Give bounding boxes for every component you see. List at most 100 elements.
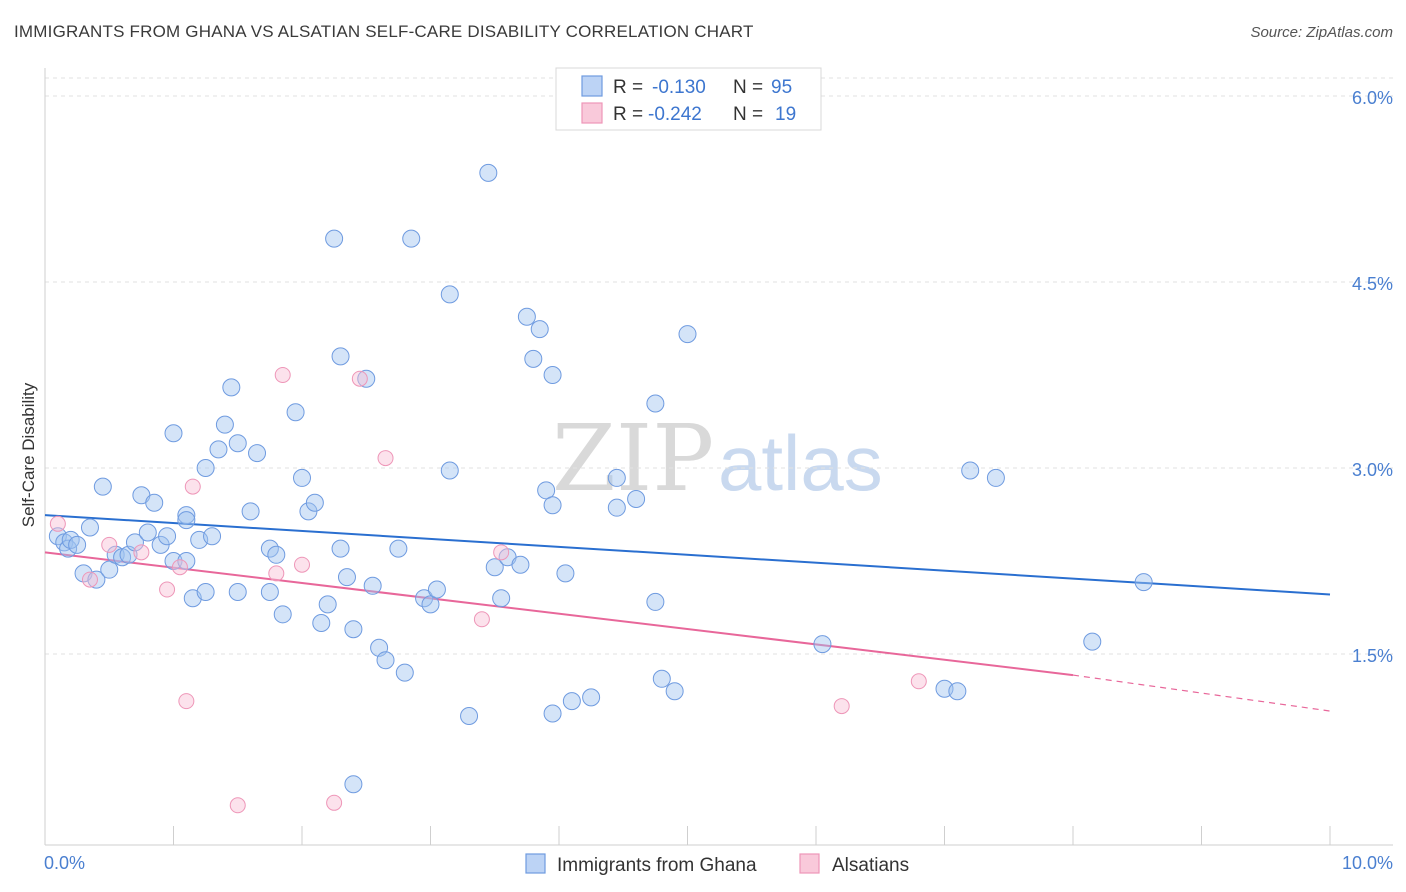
legend-r-label-2: R = <box>613 104 643 125</box>
data-point-ghana <box>318 595 337 614</box>
data-point-ghana <box>158 527 177 546</box>
legend-n-label-1: N = <box>733 77 763 98</box>
data-point-ghana <box>203 527 222 546</box>
data-point-ghana <box>363 576 382 595</box>
data-point-ghana <box>607 468 626 487</box>
data-point-ghana <box>125 533 144 552</box>
data-point-ghana <box>485 558 504 577</box>
legend-n-label-2: N = <box>733 104 763 125</box>
data-point-ghana <box>93 477 112 496</box>
data-point-ghana <box>460 707 479 725</box>
data-point-alsatians <box>351 370 368 387</box>
data-point-ghana <box>813 635 832 654</box>
data-point-ghana <box>389 539 408 558</box>
trendline-alsatians-dashed <box>1072 674 1331 712</box>
data-point-alsatians <box>268 565 285 582</box>
axes <box>44 68 1393 846</box>
data-point-ghana <box>665 682 684 701</box>
points-ghana <box>48 163 1153 794</box>
data-point-alsatians <box>377 450 394 467</box>
legend-bottom: Immigrants from Ghana Alsatians <box>525 853 909 876</box>
y-tick-label: 4.5% <box>1352 274 1393 294</box>
data-point-alsatians <box>159 581 176 598</box>
data-point-ghana <box>479 163 498 182</box>
data-point-ghana <box>543 366 562 384</box>
trendline-ghana <box>44 514 1331 596</box>
legend-swatch-ghana <box>581 75 603 97</box>
data-point-ghana <box>305 493 324 512</box>
data-point-ghana <box>177 511 196 530</box>
data-point-ghana <box>196 459 215 477</box>
data-point-alsatians <box>274 367 291 383</box>
data-point-alsatians <box>910 673 927 690</box>
points-alsatians <box>49 367 927 814</box>
data-point-ghana <box>986 468 1005 487</box>
watermark-atlas: atlas <box>718 419 883 507</box>
data-point-ghana <box>196 583 215 601</box>
data-point-ghana <box>337 568 356 587</box>
data-point-ghana <box>331 347 350 366</box>
data-point-ghana <box>215 415 234 434</box>
data-point-ghana <box>68 535 87 554</box>
data-point-ghana <box>402 229 421 248</box>
data-point-ghana <box>222 378 241 397</box>
bottom-legend-label-ghana: Immigrants from Ghana <box>557 855 757 876</box>
data-point-ghana <box>228 434 247 453</box>
legend-top: R = -0.130 N = 95 R = -0.242 N = 19 <box>555 67 822 131</box>
data-point-ghana <box>177 552 196 570</box>
data-point-ghana <box>421 595 440 614</box>
legend-r-value-2: -0.242 <box>648 104 702 125</box>
data-point-alsatians <box>326 794 343 811</box>
y-tick-label: 1.5% <box>1352 646 1393 666</box>
data-point-alsatians <box>473 611 490 628</box>
trendline-alsatians <box>44 551 1331 712</box>
legend-r-label-1: R = <box>613 77 643 98</box>
data-point-ghana <box>607 498 626 517</box>
data-point-ghana <box>678 325 697 344</box>
data-point-ghana <box>177 506 196 525</box>
data-point-ghana <box>948 682 967 701</box>
data-point-ghana <box>1134 573 1153 592</box>
grid-lines <box>45 77 1393 655</box>
bottom-legend-swatch-ghana <box>525 853 546 874</box>
y-axis-label: Self-Care Disability <box>19 382 38 527</box>
data-point-ghana <box>248 444 267 463</box>
data-point-ghana <box>530 320 549 339</box>
data-point-ghana <box>627 490 646 508</box>
legend-r-value-1: -0.130 <box>652 77 706 98</box>
legend-n-value-1: 95 <box>771 77 792 98</box>
data-point-ghana <box>138 523 157 542</box>
data-point-ghana <box>87 570 106 589</box>
data-point-ghana <box>228 583 247 601</box>
data-point-ghana <box>164 552 183 570</box>
source-credit: Source: ZipAtlas.com <box>1250 24 1393 41</box>
bottom-legend-swatch-alsatians <box>799 853 820 874</box>
data-point-ghana <box>344 620 363 639</box>
data-point-ghana <box>524 349 543 368</box>
x-tick-label-max: 10.0% <box>1342 853 1393 873</box>
data-point-ghana <box>80 518 99 537</box>
y-tick-label: 6.0% <box>1352 88 1393 108</box>
data-point-alsatians <box>178 693 195 710</box>
data-point-ghana <box>562 692 581 711</box>
data-point-ghana <box>511 555 530 574</box>
data-point-ghana <box>492 589 511 608</box>
data-point-ghana <box>267 545 286 564</box>
data-point-ghana <box>652 669 671 688</box>
data-point-alsatians <box>294 556 310 573</box>
legend-n-value-2: 19 <box>775 104 796 125</box>
legend-swatch-alsatians <box>581 102 603 124</box>
trendline-ghana-solid <box>44 514 1331 596</box>
data-point-alsatians <box>81 571 98 588</box>
data-point-alsatians <box>49 515 66 532</box>
data-point-ghana <box>100 560 119 579</box>
data-point-ghana <box>376 651 395 670</box>
data-point-ghana <box>537 481 556 500</box>
data-point-alsatians <box>184 478 201 495</box>
data-point-ghana <box>556 564 575 583</box>
data-point-ghana <box>260 583 279 601</box>
data-point-ghana <box>145 493 164 512</box>
data-point-ghana <box>543 704 562 723</box>
data-point-alsatians <box>101 536 118 553</box>
